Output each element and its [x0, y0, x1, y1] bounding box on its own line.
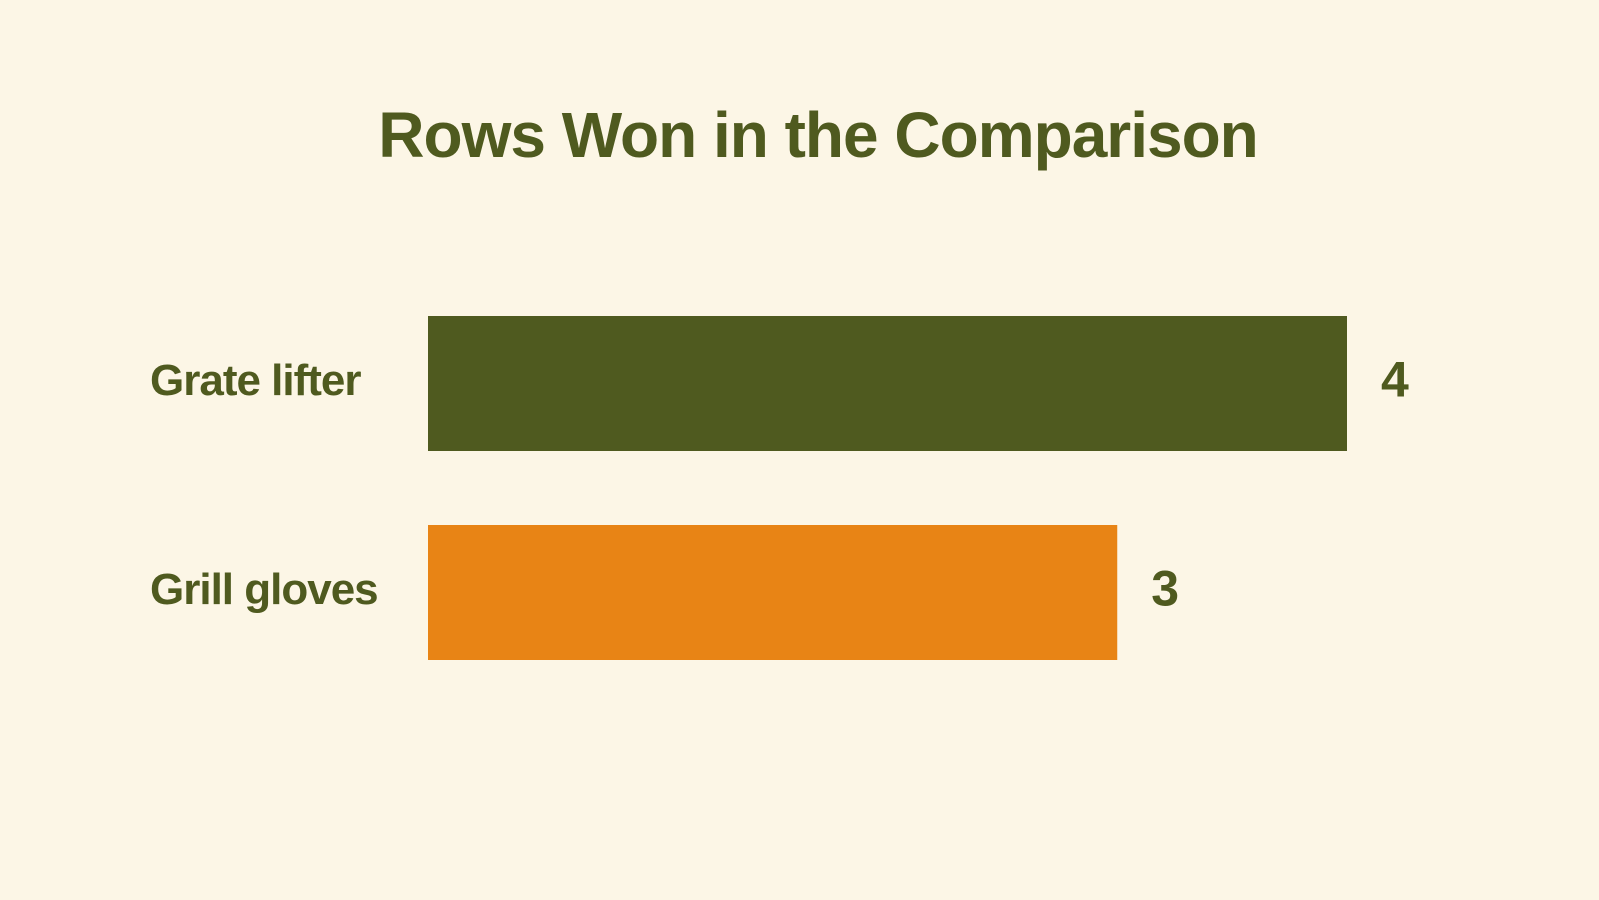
category-label: Grill gloves [150, 565, 378, 614]
category-label: Grate lifter [150, 356, 361, 405]
value-label: 3 [1151, 561, 1179, 617]
bar [428, 525, 1118, 660]
bar [428, 316, 1347, 451]
chart-title: Rows Won in the Comparison [378, 99, 1258, 171]
value-label: 4 [1381, 352, 1409, 408]
